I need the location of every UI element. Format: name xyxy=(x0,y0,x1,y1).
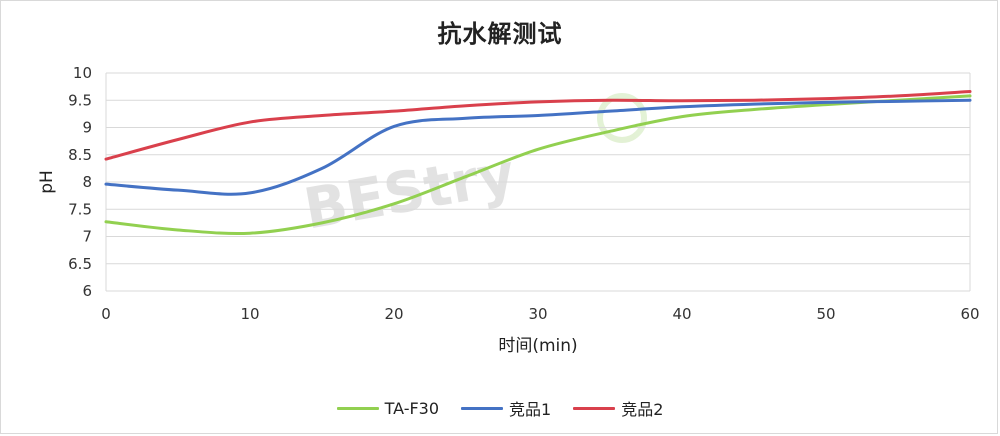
x-tick-label: 40 xyxy=(672,305,691,323)
y-tick-label: 8.5 xyxy=(68,146,92,164)
x-tick-label: 50 xyxy=(816,305,835,323)
legend-swatch-ta-f30 xyxy=(336,406,379,410)
y-tick-label: 6.5 xyxy=(68,255,92,273)
y-axis-title: pH xyxy=(37,170,57,194)
chart-title: 抗水解测试 xyxy=(437,20,563,48)
y-tick-label: 6 xyxy=(82,282,92,300)
grid-lines xyxy=(105,72,971,292)
y-tick-label: 8 xyxy=(82,173,92,191)
legend-label: 竞品1 xyxy=(509,400,552,419)
legend-swatch-competitor-2 xyxy=(573,406,616,410)
y-tick-label: 10 xyxy=(73,64,92,82)
legend: TA-F30 竞品1 竞品2 xyxy=(0,396,1000,420)
y-tick-label: 9.5 xyxy=(68,91,92,109)
series-lines xyxy=(104,90,972,236)
legend-item-competitor-2[interactable]: 竞品2 xyxy=(573,396,663,420)
x-axis-ticks: 0 10 20 30 40 50 60 xyxy=(101,305,979,323)
x-tick-label: 60 xyxy=(960,305,979,323)
legend-item-ta-f30[interactable]: TA-F30 xyxy=(336,396,440,420)
y-tick-label: 7.5 xyxy=(68,200,92,218)
legend-swatch-competitor-1 xyxy=(461,406,504,410)
y-tick-label: 9 xyxy=(82,119,92,137)
series-line-1 xyxy=(104,98,972,196)
x-tick-label: 20 xyxy=(384,305,403,323)
watermark-text: BEStry xyxy=(299,142,519,243)
x-tick-label: 10 xyxy=(240,305,259,323)
legend-item-competitor-1[interactable]: 竞品1 xyxy=(461,396,551,420)
x-axis-title: 时间(min) xyxy=(498,336,577,356)
x-tick-label: 30 xyxy=(528,305,547,323)
y-tick-label: 7 xyxy=(82,228,92,246)
watermark-ring xyxy=(597,93,647,143)
x-tick-label: 0 xyxy=(101,305,111,323)
series-line-2 xyxy=(104,90,972,161)
series-line-0 xyxy=(104,94,972,236)
y-axis-ticks: 6 6.5 7 7.5 8 8.5 9 9.5 10 xyxy=(68,64,92,300)
legend-label: TA-F30 xyxy=(384,398,440,418)
legend-label: 竞品2 xyxy=(621,400,664,419)
